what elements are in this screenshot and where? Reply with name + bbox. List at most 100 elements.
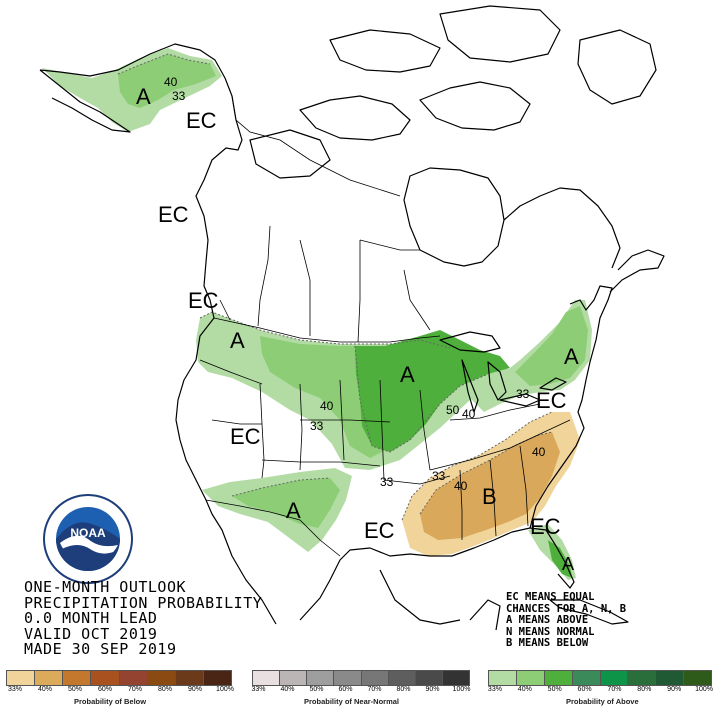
scale-normal-swatch [280,671,308,685]
scale-normal-swatch [307,671,335,685]
scale-above-tick: 60% [577,686,592,693]
scale-below-swatch [119,671,148,685]
ne-above-40-region [515,306,588,386]
scale-above-swatch [544,671,573,685]
contour-label-plains-33: 33 [310,419,324,433]
scale-normal-swatch [442,671,469,685]
scale-below-swatch [35,671,64,685]
region-label-south-ec: EC [364,518,395,543]
land-outline [39,5,665,631]
scale-above-swatch [600,671,629,685]
scale-normal-swatch [253,671,281,685]
region-label-fl-a: A [562,554,574,574]
scale-normal-tick: 80% [396,686,411,693]
scale-normal-title: Probability of Near-Normal [304,697,400,706]
scale-below-tick: 40% [37,686,52,693]
region-label-fl-ec: EC [530,514,561,539]
region-label-west-ec: EC [230,424,261,449]
midwest-above-50-region [355,330,510,452]
scale-above-tick: 50% [547,686,562,693]
region-label-se-b: B [482,484,497,509]
scale-normal-tick: 70% [367,686,382,693]
contour-label-se-40b: 40 [532,445,546,459]
contour-label-lakes-40: 40 [462,407,476,421]
contour-label-ak-40: 40 [164,75,178,89]
scale-above-tick: 80% [637,686,652,693]
contour-label-ohio-33: 33 [516,387,530,401]
fl-above-40-region [548,540,572,578]
contour-label-lakes-50: 50 [446,403,460,417]
scale-normal [252,670,470,686]
contour-label-se-40a: 40 [454,479,468,493]
sw-above-40-region [232,478,340,528]
region-label-canada-ec-1: EC [158,202,189,227]
region-label-canada-ec-2: EC [188,288,219,313]
scale-below-tick: 60% [97,686,112,693]
legend-note-line-5: B MEANS BELOW [506,637,589,649]
scale-below-swatch [203,671,231,685]
scale-below-swatch [91,671,120,685]
contour-label-ak-33: 33 [172,89,186,103]
scale-below-tick: 33% [7,686,22,693]
region-label-midwest-a: A [400,362,415,387]
scale-below-tick: 100% [216,686,234,693]
region-label-ne-a: A [564,344,579,369]
scale-normal-tick: 50% [309,686,324,693]
scale-normal-tick: 40% [280,686,295,693]
scale-below-swatch [63,671,92,685]
contour-label-tx-33: 33 [380,475,394,489]
ticks-above: 33% 40% 50% 60% 70% 80% 90% 100% [480,686,719,693]
legend-note: EC MEANS EQUAL CHANCES FOR A, N, B A MEA… [506,591,627,650]
scale-above-title: Probability of Above [566,697,639,706]
scale-above-tick: 70% [607,686,622,693]
legend-note-line-4: N MEANS NORMAL [506,625,595,638]
contour-lines [117,53,553,521]
scale-below-tick: 80% [157,686,172,693]
scale-above-swatch [572,671,601,685]
contour-label-plains-40: 40 [320,399,334,413]
scale-below-swatch [7,671,36,685]
region-label-sw-a: A [286,498,301,523]
scale-above [488,670,712,686]
title-line-5: MADE 30 SEP 2019 [24,640,177,658]
scale-normal-swatch [334,671,362,685]
boundaries [199,95,571,557]
scale-normal-tick: 90% [425,686,440,693]
scale-above-swatch [628,671,657,685]
scale-above-swatch [684,671,711,685]
ticks-normal: 33% 40% 50% 60% 70% 80% 90% 100% [244,686,476,693]
scale-normal-swatch [388,671,416,685]
scale-above-tick: 100% [695,686,714,693]
region-labels: A EC EC EC A EC A A A EC EC B EC A [136,84,579,574]
scale-below-tick: 50% [67,686,82,693]
alaska-above-40-region [118,54,216,108]
legend-note-line-2: CHANCES FOR A, N, B [506,602,627,615]
scale-above-swatch [656,671,685,685]
scale-below-swatch [147,671,176,685]
scale-above-swatch [489,671,517,685]
scale-normal-tick: 60% [338,686,353,693]
scale-above-tick: 40% [517,686,532,693]
scale-above-swatch [516,671,545,685]
legend-note-line-1: EC MEANS EQUAL [506,591,595,603]
title-line-2: PRECIPITATION PROBABILITY [24,593,263,612]
scale-below-tick: 90% [187,686,202,693]
title-line-3: 0.0 MONTH LEAD [24,609,158,627]
outlook-title-block: ONE-MONTH OUTLOOK PRECIPITATION PROBABIL… [24,578,263,658]
noaa-logo-text: NOAA [70,526,106,540]
scale-above-tick: 33% [487,686,502,693]
scale-below [6,670,232,686]
legend-note-line-3: A MEANS ABOVE [506,614,589,626]
scale-normal-swatch [361,671,389,685]
title-line-1: ONE-MONTH OUTLOOK [24,578,187,596]
title-line-4: VALID OCT 2019 [24,624,158,643]
region-label-pnw-a: A [230,328,245,353]
scale-above-tick: 90% [667,686,682,693]
noaa-logo: NOAA [43,494,133,584]
se-below-40-region [420,432,560,540]
scale-below-swatch [175,671,204,685]
contour-label-se-33: 33 [432,469,446,483]
region-label-east-ec: EC [536,388,567,413]
scale-normal-tick: 100% [452,686,471,693]
